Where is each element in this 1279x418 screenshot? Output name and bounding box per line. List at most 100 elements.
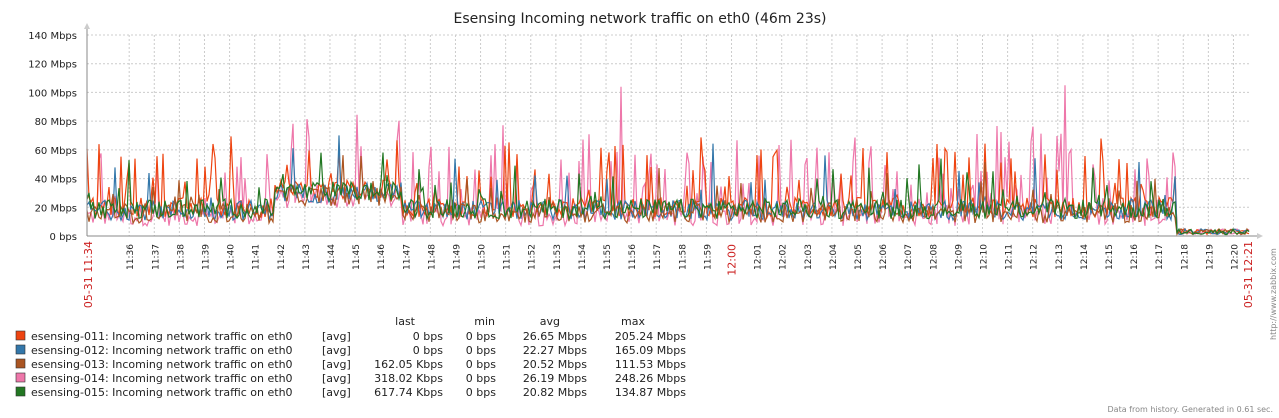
x-tick-label: 11:42 <box>277 244 287 270</box>
x-tick-label: 12:11 <box>1005 244 1015 270</box>
chart-title: Esensing Incoming network traffic on eth… <box>454 11 827 27</box>
x-tick-label: 11:52 <box>528 244 538 270</box>
legend-swatch <box>15 386 26 397</box>
legend-swatch <box>15 344 26 355</box>
x-tick-label: 11:36 <box>126 244 136 270</box>
x-tick-label: 11:43 <box>302 244 312 270</box>
legend-max: 205.24 Mbps <box>615 330 686 343</box>
x-tick-label: 11:47 <box>402 244 412 270</box>
x-tick-label: 11:37 <box>151 244 161 270</box>
x-tick-label: 12:14 <box>1080 244 1090 270</box>
legend-agg: [avg] <box>322 358 351 371</box>
x-tick-label: 11:38 <box>176 244 186 270</box>
x-tick-label: 12:18 <box>1180 244 1190 270</box>
legend-max: 111.53 Mbps <box>615 358 686 371</box>
x-tick-label: 11:54 <box>578 244 588 270</box>
legend-agg: [avg] <box>322 386 351 399</box>
y-tick-label: 20 Mbps <box>35 203 77 214</box>
axes <box>84 23 1263 239</box>
x-tick-label: 12:10 <box>979 244 989 270</box>
x-tick-label: 11:45 <box>352 244 362 270</box>
y-tick-label: 80 Mbps <box>35 117 77 128</box>
x-tick-label: 11:49 <box>452 244 462 270</box>
x-tick-label: 12:12 <box>1030 244 1040 270</box>
x-tick-label: 12:19 <box>1205 244 1215 270</box>
grid <box>87 34 1251 237</box>
y-tick-label: 40 Mbps <box>35 175 77 186</box>
legend-max: 165.09 Mbps <box>615 344 686 357</box>
legend-avg: 20.52 Mbps <box>523 358 587 371</box>
legend-swatch <box>15 330 26 341</box>
legend-min: 0 bps <box>466 344 496 357</box>
legend-avg: 26.19 Mbps <box>523 372 587 385</box>
legend-min: 0 bps <box>466 386 496 399</box>
legend: last min avg max esensing-011: Incoming netw… <box>15 315 686 399</box>
x-tick-label: 11:59 <box>703 244 713 270</box>
y-tick-label: 0 bps <box>50 232 77 243</box>
x-tick-label: 11:56 <box>628 244 638 270</box>
legend-swatch <box>15 358 26 369</box>
legend-min: 0 bps <box>466 330 496 343</box>
legend-header-avg: avg <box>540 315 560 328</box>
x-tick-label: 12:04 <box>829 244 839 270</box>
legend-series-name: esensing-014: Incoming network traffic o… <box>31 372 293 385</box>
series-line <box>86 152 1250 236</box>
x-tick-label: 12:20 <box>1230 244 1240 270</box>
y-tick-label: 60 Mbps <box>35 146 77 157</box>
y-axis-arrow <box>84 23 90 29</box>
legend-agg: [avg] <box>322 344 351 357</box>
legend-header-max: max <box>621 315 645 328</box>
y-tick-label: 100 Mbps <box>28 88 77 99</box>
legend-last: 318.02 Kbps <box>374 372 443 385</box>
x-tick-label: 12:17 <box>1155 244 1165 270</box>
x-tick-label: 11:40 <box>227 244 237 270</box>
x-tick-label: 11:58 <box>678 244 688 270</box>
x-tick-label: 11:44 <box>327 244 337 270</box>
x-tick-label: 11:55 <box>603 244 613 270</box>
legend-series-name: esensing-015: Incoming network traffic o… <box>31 386 293 399</box>
legend-last: 0 bps <box>413 344 443 357</box>
x-tick-label: 12:03 <box>804 244 814 270</box>
series-line <box>86 155 1250 236</box>
x-tick-label: 12:16 <box>1130 244 1140 270</box>
legend-swatch <box>15 372 26 383</box>
x-end-label: 05-31 12:21 <box>1242 241 1255 308</box>
legend-header-last: last <box>395 315 416 328</box>
footer-note: Data from history. Generated in 0.61 sec… <box>1108 405 1273 414</box>
x-tick-label: 12:07 <box>904 244 914 270</box>
zabbix-url: http://www.zabbix.com <box>1269 248 1278 340</box>
legend-min: 0 bps <box>466 358 496 371</box>
legend-agg: [avg] <box>322 330 351 343</box>
legend-header-min: min <box>474 315 495 328</box>
legend-max: 134.87 Mbps <box>615 386 686 399</box>
x-tick-label: 11:50 <box>478 244 488 270</box>
x-tick-label: 11:57 <box>653 244 663 270</box>
x-tick-label: 11:46 <box>377 244 387 270</box>
x-tick-label: 11:39 <box>201 244 211 270</box>
legend-last: 617.74 Kbps <box>374 386 443 399</box>
legend-last: 162.05 Kbps <box>374 358 443 371</box>
legend-last: 0 bps <box>413 330 443 343</box>
x-axis-arrow <box>1257 233 1263 239</box>
legend-min: 0 bps <box>466 372 496 385</box>
x-tick-label: 11:41 <box>252 244 262 270</box>
series-lines <box>86 85 1250 236</box>
legend-agg: [avg] <box>322 372 351 385</box>
x-tick-label: 12:05 <box>854 244 864 270</box>
x-tick-label: 11:51 <box>503 244 513 270</box>
y-tick-label: 140 Mbps <box>28 31 77 42</box>
x-tick-label: 12:09 <box>954 244 964 270</box>
x-tick-label: 12:06 <box>879 244 889 270</box>
x-tick-label: 12:08 <box>929 244 939 270</box>
legend-series-name: esensing-013: Incoming network traffic o… <box>31 358 293 371</box>
y-axis-ticks: 0 bps 20 Mbps 40 Mbps 60 Mbps 80 Mbps 100 Mbp… <box>28 31 77 243</box>
y-tick-label: 120 Mbps <box>28 60 77 71</box>
legend-avg: 26.65 Mbps <box>523 330 587 343</box>
legend-avg: 22.27 Mbps <box>523 344 587 357</box>
x-tick-label: 12:13 <box>1055 244 1065 270</box>
legend-series-name: esensing-012: Incoming network traffic o… <box>31 344 293 357</box>
x-tick-label: 12:02 <box>779 244 789 270</box>
x-start-label: 05-31 11:34 <box>82 241 95 308</box>
x-tick-label: 12:00 <box>726 244 739 276</box>
